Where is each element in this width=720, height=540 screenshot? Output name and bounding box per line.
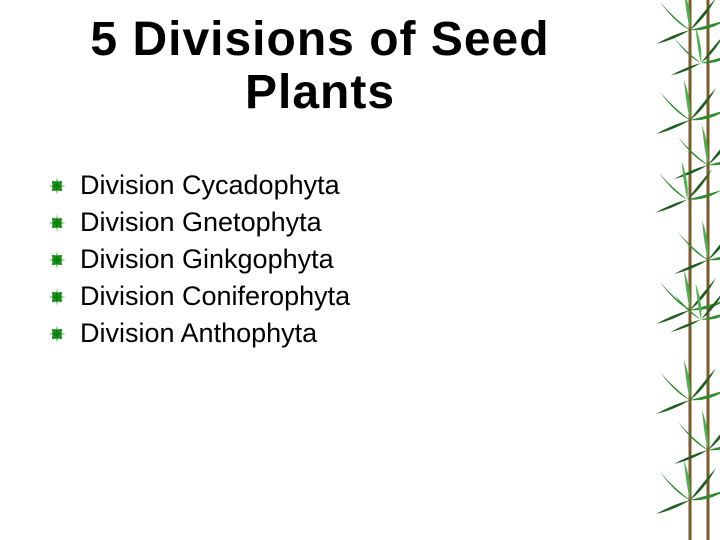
star-bullet-icon — [48, 177, 66, 195]
bullet-text: Division Coniferophyta — [80, 281, 350, 312]
bamboo-decoration — [638, 0, 720, 540]
bullet-text: Division Gnetophyta — [80, 207, 322, 238]
list-item: Division Ginkgophyta — [48, 244, 608, 275]
list-item: Division Anthophyta — [48, 318, 608, 349]
title-line-2: Plants — [0, 67, 640, 120]
slide-title: 5 Divisions of Seed Plants — [0, 14, 640, 120]
star-bullet-icon — [48, 288, 66, 306]
star-bullet-icon — [48, 325, 66, 343]
title-line-1: 5 Divisions of Seed — [0, 14, 640, 67]
star-bullet-icon — [48, 251, 66, 269]
bullet-text: Division Cycadophyta — [80, 170, 340, 201]
slide: 5 Divisions of Seed Plants Division Cyca… — [0, 0, 720, 540]
list-item: Division Cycadophyta — [48, 170, 608, 201]
bullet-list: Division Cycadophyta Division Gnetophyta… — [48, 170, 608, 355]
list-item: Division Coniferophyta — [48, 281, 608, 312]
bullet-text: Division Ginkgophyta — [80, 244, 334, 275]
bullet-text: Division Anthophyta — [80, 318, 317, 349]
list-item: Division Gnetophyta — [48, 207, 608, 238]
star-bullet-icon — [48, 214, 66, 232]
